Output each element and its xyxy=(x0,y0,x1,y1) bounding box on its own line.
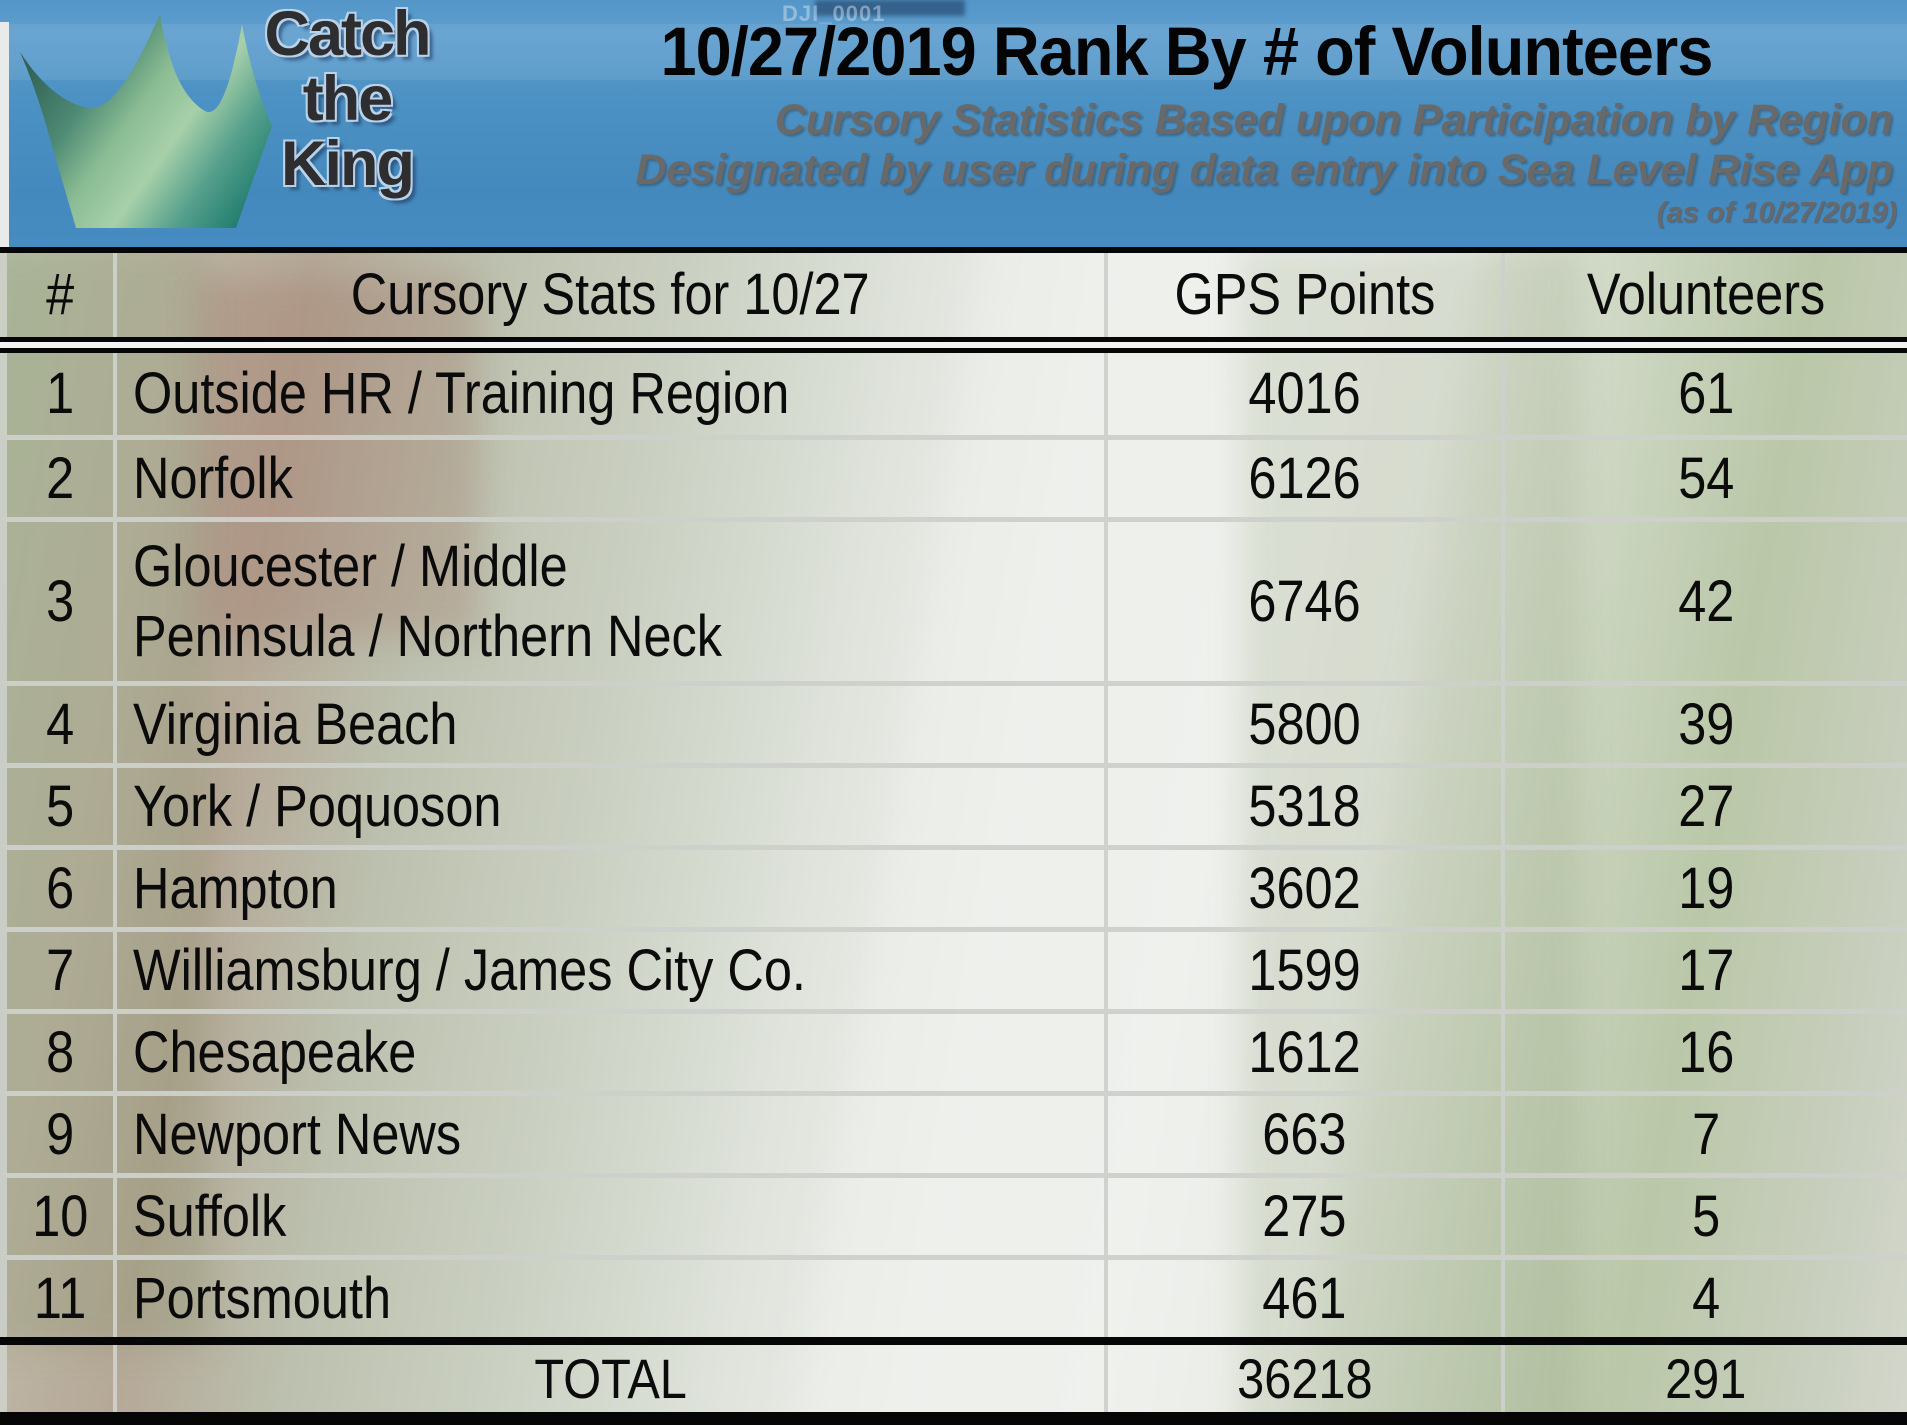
subtitle-line-2: Designated by user during data entry int… xyxy=(635,146,1893,194)
logo-text: Catch the King xyxy=(232,2,462,197)
rank-cell: 2 xyxy=(7,440,117,517)
column-header-region: Cursory Stats for 10/27 xyxy=(117,253,1109,337)
header-divider xyxy=(0,247,1907,253)
background-photo xyxy=(0,157,1907,1425)
gps-cell: 5800 xyxy=(1108,686,1505,763)
volunteers-cell: 39 xyxy=(1677,691,1734,757)
volunteers-cell: 5 xyxy=(1691,1183,1720,1249)
column-header-volunteers: Volunteers xyxy=(1586,262,1826,328)
table-row: 9 Newport News 663 7 xyxy=(0,1091,1907,1173)
table-row: 10 Suffolk 275 5 xyxy=(0,1173,1907,1255)
subtitle-line-1: Cursory Statistics Based upon Participat… xyxy=(774,96,1893,144)
stats-table: # Cursory Stats for 10/27 GPS Points Vol… xyxy=(0,247,1907,1425)
volunteers-cell: 61 xyxy=(1677,361,1734,427)
logo-line-king: King xyxy=(281,129,415,199)
as-of-date: (as of 10/27/2019) xyxy=(1656,197,1897,229)
table-row: 4 Virginia Beach 5800 39 xyxy=(0,681,1907,763)
region-cell: Gloucester / Middle Peninsula / Northern… xyxy=(117,522,1109,681)
background-trees-left xyxy=(0,247,210,1347)
region-cell: Suffolk xyxy=(117,1178,1109,1255)
total-divider xyxy=(0,1337,1907,1345)
region-cell: Portsmouth xyxy=(117,1260,1109,1337)
column-header-rank: # xyxy=(7,253,117,337)
rank-cell: 1 xyxy=(7,353,117,435)
volunteers-cell: 4 xyxy=(1691,1265,1720,1331)
logo-line-catch: Catch xyxy=(264,0,431,69)
gps-cell: 6746 xyxy=(1108,522,1505,681)
bottom-bar xyxy=(0,1412,1907,1425)
rank-cell: 7 xyxy=(7,932,117,1009)
gps-cell: 1599 xyxy=(1108,932,1505,1009)
volunteers-cell: 27 xyxy=(1677,773,1734,839)
table-body: 1 Outside HR / Training Region 4016 61 2… xyxy=(0,353,1907,1337)
banner-dark-patch xyxy=(815,0,965,16)
region-cell: Norfolk xyxy=(117,440,1109,517)
table-row: 7 Williamsburg / James City Co. 1599 17 xyxy=(0,927,1907,1009)
table-row: 2 Norfolk 6126 54 xyxy=(0,435,1907,517)
total-gps-cell: 36218 xyxy=(1108,1345,1505,1412)
page-title: 10/27/2019 Rank By # of Volunteers xyxy=(660,13,1714,90)
photo-watermark: DJI_0001 xyxy=(782,1,886,26)
gps-cell: 275 xyxy=(1108,1178,1505,1255)
gps-cell: 5318 xyxy=(1108,768,1505,845)
rank-cell: 10 xyxy=(7,1178,117,1255)
logo-line-the: the xyxy=(302,64,394,134)
total-label-cell: TOTAL xyxy=(117,1345,1109,1412)
table-header-row: # Cursory Stats for 10/27 GPS Points Vol… xyxy=(0,253,1907,337)
rank-cell: 11 xyxy=(7,1260,117,1337)
gps-cell: 663 xyxy=(1108,1096,1505,1173)
gps-cell: 1612 xyxy=(1108,1014,1505,1091)
table-total-row: TOTAL 36218 291 xyxy=(0,1345,1907,1412)
region-cell: Virginia Beach xyxy=(117,686,1109,763)
total-rank-cell xyxy=(7,1345,117,1412)
banner-light-band xyxy=(0,24,1907,80)
region-cell: Outside HR / Training Region xyxy=(117,353,1109,435)
rank-cell: 5 xyxy=(7,768,117,845)
region-cell: Hampton xyxy=(117,850,1109,927)
gps-cell: 6126 xyxy=(1108,440,1505,517)
region-cell: Newport News xyxy=(117,1096,1109,1173)
table-row: 3 Gloucester / Middle Peninsula / Northe… xyxy=(0,517,1907,681)
volunteers-cell: 7 xyxy=(1691,1101,1720,1167)
table-row: 11 Portsmouth 461 4 xyxy=(0,1255,1907,1337)
volunteers-cell: 17 xyxy=(1677,937,1734,1003)
rank-cell: 9 xyxy=(7,1096,117,1173)
gps-cell: 4016 xyxy=(1108,353,1505,435)
gps-cell: 3602 xyxy=(1108,850,1505,927)
volunteers-cell: 16 xyxy=(1677,1019,1734,1085)
thead-divider xyxy=(0,337,1907,353)
table-row: 1 Outside HR / Training Region 4016 61 xyxy=(0,353,1907,435)
total-volunteers-cell: 291 xyxy=(1665,1346,1747,1410)
volunteers-cell: 54 xyxy=(1677,445,1734,511)
crown-icon xyxy=(20,14,272,228)
rank-cell: 8 xyxy=(7,1014,117,1091)
rank-cell: 6 xyxy=(7,850,117,927)
region-cell: Chesapeake xyxy=(117,1014,1109,1091)
table-row: 6 Hampton 3602 19 xyxy=(0,845,1907,927)
banner-titles: 10/27/2019 Rank By # of Volunteers Curso… xyxy=(466,0,1907,247)
rank-cell: 4 xyxy=(7,686,117,763)
region-cell: Williamsburg / James City Co. xyxy=(117,932,1109,1009)
left-edge-stripe xyxy=(0,22,9,247)
column-header-gps-points: GPS Points xyxy=(1108,253,1505,337)
rank-cell: 3 xyxy=(7,522,117,681)
region-cell: York / Poquoson xyxy=(117,768,1109,845)
gps-cell: 461 xyxy=(1108,1260,1505,1337)
background-trees-right xyxy=(1240,247,1580,1425)
header-banner: DJI_0001 Catch the King 10/27/2019 Ran xyxy=(0,0,1907,247)
table-row: 5 York / Poquoson 5318 27 xyxy=(0,763,1907,845)
volunteers-cell: 42 xyxy=(1677,568,1734,634)
table-row: 8 Chesapeake 1612 16 xyxy=(0,1009,1907,1091)
volunteers-cell: 19 xyxy=(1677,855,1734,921)
